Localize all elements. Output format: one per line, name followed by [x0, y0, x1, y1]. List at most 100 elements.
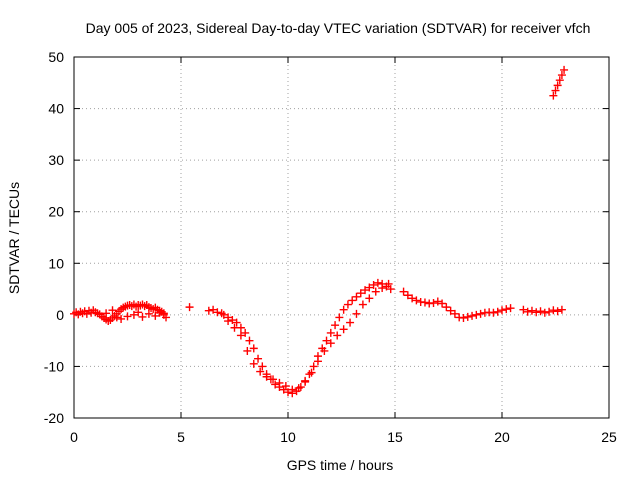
data-point-marker [284, 388, 292, 397]
y-tick-label: 30 [48, 152, 64, 168]
x-tick-label: 10 [280, 429, 296, 445]
data-point-marker [269, 375, 278, 384]
data-point-marker [361, 286, 370, 295]
data-point-marker [159, 310, 168, 319]
y-tick-label: 0 [56, 307, 64, 323]
data-point-marker [102, 309, 111, 318]
data-point-marker [335, 313, 344, 322]
data-point-marker [523, 307, 532, 316]
y-tick-label: -20 [44, 410, 64, 426]
data-point-marker [358, 300, 367, 309]
data-point-marker [204, 306, 213, 315]
data-point-marker [468, 311, 477, 320]
data-point-marker [365, 283, 374, 292]
data-point-marker [123, 312, 132, 321]
data-point-marker [275, 378, 284, 387]
data-point-marker [472, 310, 481, 319]
data-point-marker [243, 346, 252, 355]
data-point-marker [352, 309, 361, 318]
data-point-marker [339, 305, 348, 314]
data-point-marker [450, 309, 459, 318]
data-point-marker [386, 285, 395, 294]
data-point-marker [365, 294, 374, 303]
data-point-marker [557, 305, 566, 314]
grid-lines [74, 57, 609, 418]
data-point-marker [356, 289, 365, 298]
data-point-marker [262, 372, 271, 381]
data-point-marker [108, 306, 117, 315]
data-point-marker [271, 380, 280, 389]
data-point-marker [134, 308, 143, 317]
data-point-marker [232, 318, 241, 327]
x-tick-label: 0 [70, 429, 78, 445]
data-point-marker [384, 279, 393, 288]
data-point-marker [129, 310, 138, 319]
data-point-marker [371, 287, 380, 296]
data-point-marker [112, 313, 121, 322]
x-tick-label: 15 [387, 429, 403, 445]
data-point-marker [281, 382, 290, 391]
data-series-sdtvar [70, 65, 569, 398]
data-point-marker [536, 307, 545, 316]
data-point-marker [463, 312, 472, 321]
x-tick-label: 5 [177, 429, 185, 445]
data-point-marker [326, 328, 335, 337]
data-point-marker [527, 306, 536, 315]
data-point-marker [399, 287, 408, 296]
data-point-marker [326, 339, 335, 348]
data-point-marker [545, 307, 554, 316]
data-point-marker [219, 310, 228, 319]
data-point-marker [155, 308, 164, 317]
data-point-marker [258, 362, 267, 371]
axis-ticks [73, 56, 610, 419]
data-point-marker [549, 91, 558, 100]
data-point-marker [346, 318, 355, 327]
data-point-marker [506, 304, 515, 313]
data-point-marker [493, 307, 502, 316]
data-point-marker [301, 376, 310, 385]
data-point-marker [519, 305, 528, 314]
data-point-marker [420, 298, 429, 307]
data-point-marker [378, 284, 387, 293]
data-point-marker [230, 323, 239, 332]
data-point-marker [320, 346, 329, 355]
data-point-marker [412, 296, 421, 305]
data-point-marker [498, 306, 506, 315]
data-point-marker [333, 331, 342, 340]
data-point-marker [549, 306, 558, 315]
data-point-marker [322, 336, 331, 345]
data-point-marker [429, 298, 438, 307]
data-point-marker [224, 317, 233, 326]
data-point-marker [540, 308, 549, 317]
data-point-marker [403, 291, 412, 300]
data-point-marker [117, 314, 126, 323]
data-point-marker [489, 308, 498, 317]
y-tick-label: 10 [48, 255, 64, 271]
data-point-marker [151, 311, 160, 320]
data-point-marker [138, 312, 147, 321]
data-point-marker [560, 65, 569, 74]
data-point-marker [408, 294, 417, 303]
data-point-marker [442, 303, 451, 312]
data-point-marker [476, 309, 485, 318]
data-point-marker [313, 357, 322, 366]
data-point-marker [331, 321, 340, 330]
data-point-marker [185, 303, 194, 312]
data-point-marker [446, 306, 455, 315]
data-point-marker [343, 300, 352, 309]
data-point-marker [553, 81, 562, 90]
data-point-marker [241, 328, 250, 337]
data-point-marker [438, 299, 447, 308]
data-point-marker [348, 296, 357, 305]
y-tick-label: 20 [48, 204, 64, 220]
data-point-marker [228, 316, 237, 325]
data-point-marker [144, 309, 153, 318]
data-point-marker [249, 359, 258, 368]
chart-title: Day 005 of 2023, Sidereal Day-to-day VTE… [86, 20, 591, 36]
data-point-marker [339, 325, 348, 334]
data-point-marker [557, 71, 566, 80]
data-point-marker [294, 384, 303, 393]
data-point-marker [213, 308, 222, 317]
data-point-marker [532, 308, 541, 317]
data-point-marker [288, 385, 297, 394]
